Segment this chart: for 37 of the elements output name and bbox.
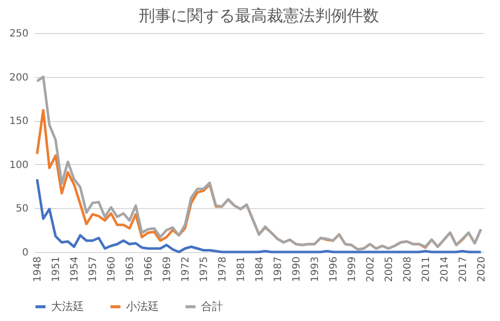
y-tick-label: 200 bbox=[9, 72, 28, 84]
x-tick-label: 1993 bbox=[310, 256, 321, 282]
x-tick-label: 1975 bbox=[199, 256, 210, 282]
x-tick-label: 1999 bbox=[346, 256, 358, 282]
x-tick-label: 1954 bbox=[70, 256, 81, 282]
x-tick-label: 1960 bbox=[106, 256, 118, 282]
x-tick-label: 1951 bbox=[51, 256, 62, 282]
x-tick-label: 2005 bbox=[384, 256, 395, 282]
y-tick-label: 250 bbox=[9, 28, 28, 40]
x-tick-label: 2002 bbox=[365, 256, 376, 282]
x-tick-label: 1966 bbox=[144, 256, 155, 282]
x-tick-label: 2014 bbox=[439, 256, 450, 282]
legend-label: 合計 bbox=[201, 300, 223, 313]
x-tick-label: 1972 bbox=[180, 256, 192, 282]
legend-label: 大法廷 bbox=[51, 300, 84, 313]
chart-title: 刑事に関する最高裁憲法判例件数 bbox=[139, 6, 379, 25]
x-tick-label: 2011 bbox=[420, 256, 432, 282]
x-tick-label: 1990 bbox=[291, 256, 302, 282]
x-tick-label: 1987 bbox=[272, 256, 284, 282]
y-tick-label: 100 bbox=[9, 160, 28, 171]
line-series bbox=[36, 76, 482, 251]
x-tick-label: 2017 bbox=[458, 256, 469, 282]
legend-label: 小法廷 bbox=[126, 300, 159, 313]
x-tick-label: 1996 bbox=[328, 256, 340, 282]
y-tick-label: 150 bbox=[9, 116, 28, 128]
x-tick-label: 1948 bbox=[32, 256, 44, 282]
x-tick-label: 1963 bbox=[125, 256, 136, 282]
x-tick-label: 2008 bbox=[402, 256, 414, 282]
y-tick-label: 0 bbox=[22, 248, 28, 258]
x-tick-label: 1957 bbox=[88, 256, 100, 282]
x-tick-label: 1969 bbox=[162, 256, 174, 282]
line-series bbox=[36, 178, 482, 254]
x-tick-label: 1984 bbox=[254, 256, 266, 282]
y-tick-label: 50 bbox=[16, 204, 28, 215]
x-tick-label: 1981 bbox=[236, 256, 248, 282]
x-tick-label: 2020 bbox=[476, 256, 488, 282]
x-tick-label: 1978 bbox=[218, 256, 229, 282]
